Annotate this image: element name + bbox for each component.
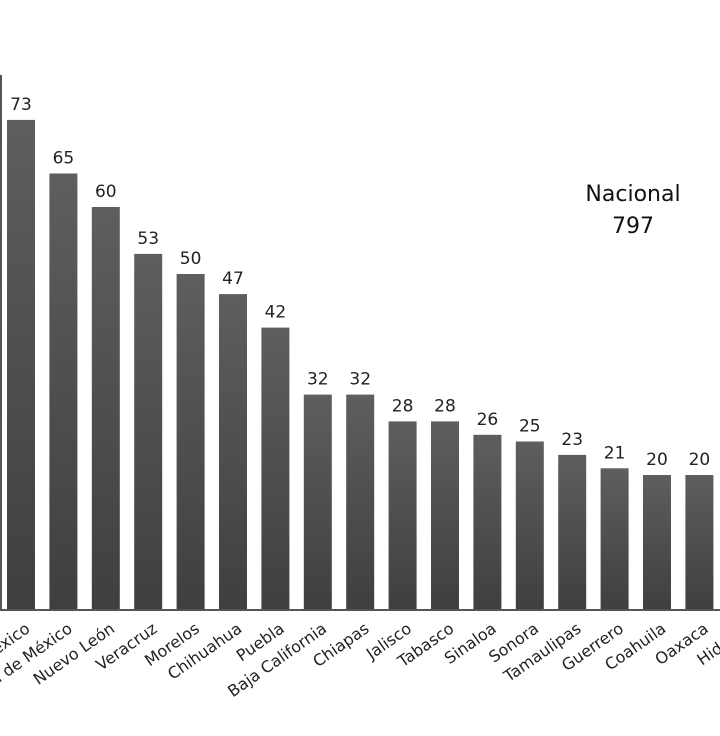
bar-value-label: 42 <box>265 303 287 323</box>
bar <box>515 441 544 609</box>
bar <box>303 394 332 609</box>
bar <box>49 173 78 609</box>
bar-value-label: 50 <box>180 249 202 269</box>
total-value: 797 <box>612 214 654 239</box>
bar-value-label: 25 <box>519 417 541 437</box>
bar-value-label: 47 <box>222 269 244 289</box>
total-label: Nacional <box>585 182 680 207</box>
bar-value-label: 28 <box>392 396 414 416</box>
bar-value-label: 60 <box>95 182 117 202</box>
bar-value-label: 32 <box>307 370 329 390</box>
bar <box>219 294 247 609</box>
bar-value-label: 28 <box>434 396 456 416</box>
bar <box>91 207 120 609</box>
bar <box>558 454 587 609</box>
bar <box>600 468 629 609</box>
bar-value-label: 21 <box>604 443 626 463</box>
bar-value-label: 20 <box>689 450 711 470</box>
bar-value-label: 26 <box>477 410 499 430</box>
bar-value-label: 53 <box>137 229 159 249</box>
bar-value-label: 32 <box>349 370 371 390</box>
bar <box>388 421 417 609</box>
bar <box>176 274 205 609</box>
bars-group <box>7 119 714 610</box>
bar <box>431 421 459 609</box>
bar <box>473 434 502 609</box>
bar-value-label: 73 <box>10 95 32 115</box>
bar <box>134 253 163 609</box>
bar <box>261 327 290 609</box>
bar-value-label: 65 <box>53 149 75 169</box>
bar <box>7 119 35 610</box>
bar-value-label: 23 <box>561 430 583 450</box>
value-labels-group: 736560535047423232282826252321202020 <box>10 95 711 470</box>
bar-value-label: 20 <box>646 450 668 470</box>
bar <box>346 394 375 609</box>
bar <box>643 475 671 609</box>
bar <box>685 475 714 609</box>
